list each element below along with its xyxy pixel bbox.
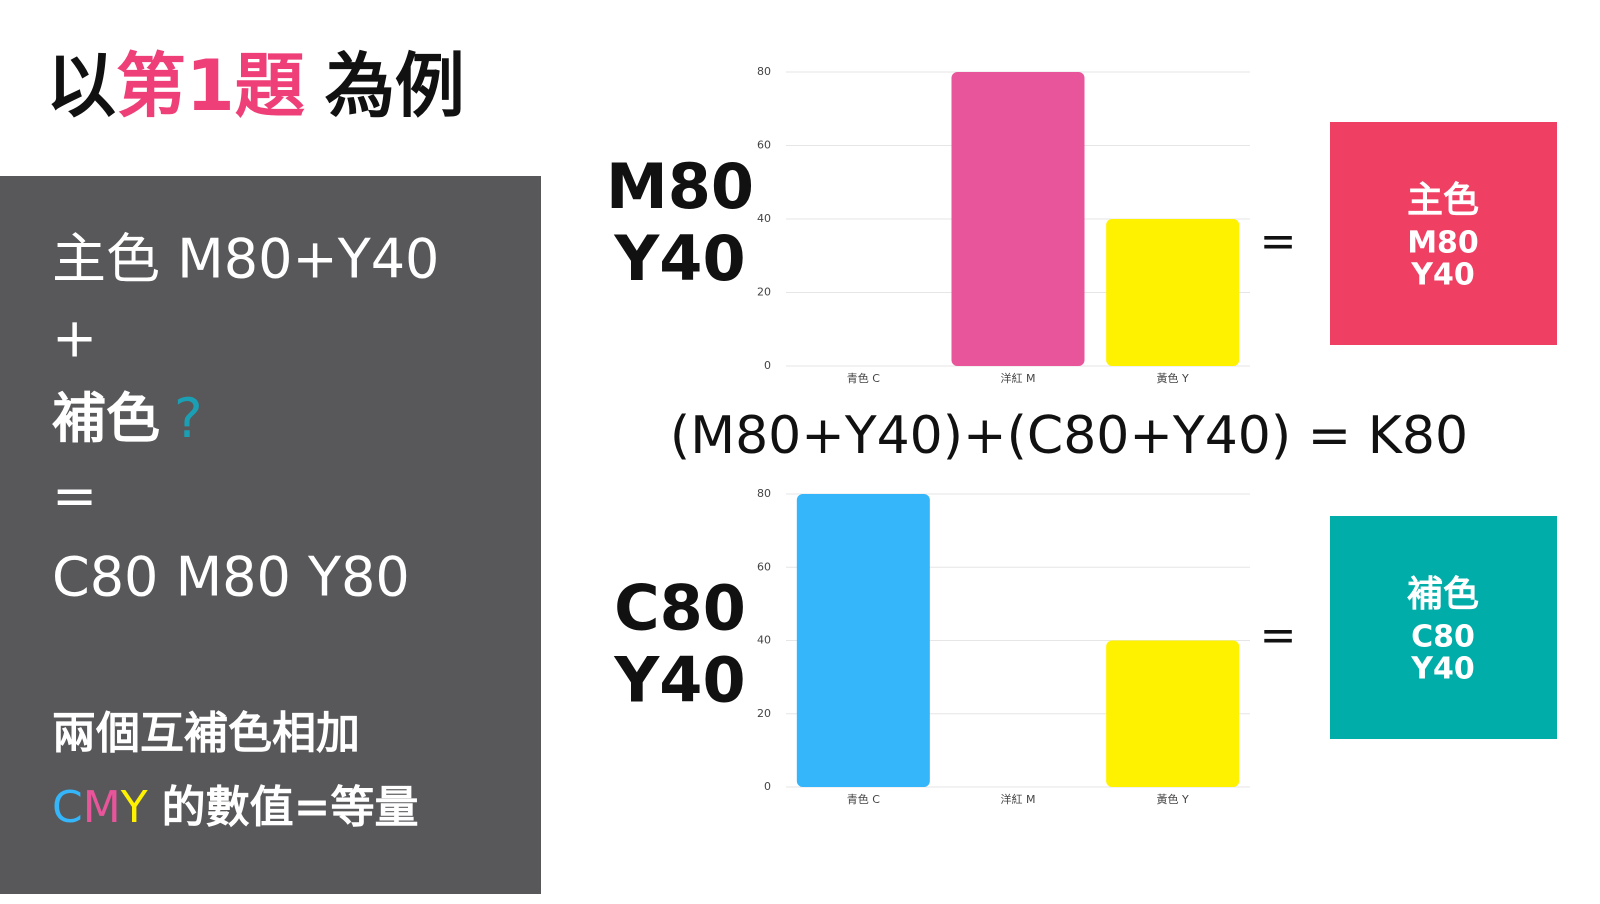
note-end: 的數值=等量 bbox=[162, 782, 419, 833]
complement: 補色 bbox=[52, 387, 160, 450]
result-line: Y40 bbox=[1410, 652, 1474, 687]
y-tick-label: 80 bbox=[757, 487, 771, 500]
y-tick-label: 40 bbox=[757, 212, 771, 225]
result-line: Y40 bbox=[1410, 258, 1474, 293]
bar bbox=[1106, 640, 1240, 787]
y-tick-label: 0 bbox=[764, 359, 771, 372]
title-highlight: 第1題 bbox=[116, 45, 305, 127]
x-tick-label: 黃色 Y bbox=[1157, 792, 1189, 806]
title: 以第1題 為例 bbox=[46, 45, 465, 127]
panel-line: 補色? bbox=[52, 387, 203, 450]
bar bbox=[1106, 219, 1240, 366]
panel-text: 主色 M80+Y40 + 補色? = C80 M80 Y80 兩個互補色相加 C… bbox=[52, 228, 439, 833]
result-box bbox=[1330, 516, 1557, 739]
y-tick-label: 0 bbox=[764, 780, 771, 793]
question: ? bbox=[174, 387, 203, 450]
y-tick-label: 60 bbox=[757, 139, 771, 152]
result-line: C80 bbox=[1411, 620, 1475, 655]
result-box bbox=[1330, 122, 1557, 345]
y-tick-label: 40 bbox=[757, 634, 771, 647]
note: 兩個互補色相加 bbox=[52, 708, 360, 759]
panel-line: = bbox=[52, 465, 97, 528]
cmy-m: M bbox=[83, 782, 121, 833]
title-prefix: 以 bbox=[46, 45, 116, 127]
x-tick-label: 青色 C bbox=[847, 371, 880, 385]
title-suffix: 為例 bbox=[325, 45, 465, 127]
side-label: C80 bbox=[614, 572, 746, 645]
equals: = bbox=[1260, 216, 1297, 267]
x-tick-label: 洋紅 M bbox=[1001, 792, 1036, 806]
note: CMY 的數值=等量 bbox=[52, 782, 418, 833]
bar bbox=[796, 494, 930, 787]
x-tick-label: 青色 C bbox=[847, 792, 880, 806]
panel bbox=[0, 176, 541, 894]
y-tick-label: 20 bbox=[757, 707, 771, 720]
y-tick-label: 80 bbox=[757, 65, 771, 78]
result-name: 主色 bbox=[1407, 180, 1479, 221]
cmy-y: Y bbox=[120, 782, 148, 833]
formula: (M80+Y40)+(C80+Y40) = K80 bbox=[670, 406, 1468, 466]
bar bbox=[951, 72, 1085, 366]
equals: = bbox=[1260, 610, 1297, 661]
x-tick-label: 黃色 Y bbox=[1157, 371, 1189, 385]
x-tick-label: 洋紅 M bbox=[1001, 371, 1036, 385]
result-name: 補色 bbox=[1407, 574, 1479, 615]
panel-line: + bbox=[52, 307, 97, 370]
side-label: M80 bbox=[606, 150, 754, 223]
panel-line: C80 M80 Y80 bbox=[52, 546, 410, 609]
panel-line: 主色 M80+Y40 bbox=[52, 228, 439, 291]
y-tick-label: 20 bbox=[757, 286, 771, 299]
cmy-c: C bbox=[52, 782, 83, 833]
side-label: Y40 bbox=[613, 644, 745, 717]
y-tick-label: 60 bbox=[757, 560, 771, 573]
result-line: M80 bbox=[1407, 226, 1479, 261]
side-label: Y40 bbox=[613, 222, 745, 295]
